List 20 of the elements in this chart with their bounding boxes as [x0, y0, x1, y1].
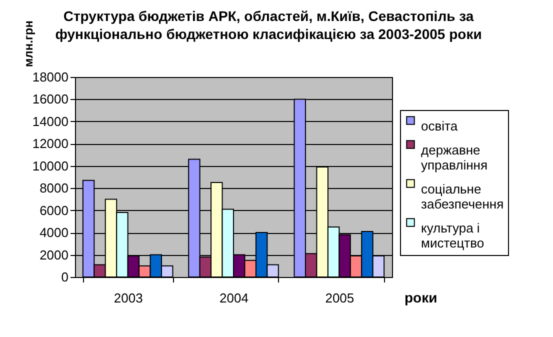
x-tick-label: 2005: [325, 290, 354, 306]
y-axis-title: млн.грн: [22, 20, 36, 68]
x-tick-label: 2003: [114, 290, 143, 306]
legend-label: освіта: [421, 118, 458, 134]
chart-title: Структура бюджетів АРК, областей, м.Київ, Севастопіль за функціонально бюджетною класифікацією за 2003-2005 роки: [55, 8, 482, 42]
legend-label: державне управління: [421, 142, 488, 172]
y-tick-label: 12000: [32, 136, 68, 152]
y-tick-label: 6000: [40, 202, 68, 218]
y-tick-label: 18000: [32, 70, 68, 84]
x-tick-label: 2004: [220, 290, 248, 306]
y-tick-label: 10000: [32, 158, 68, 174]
y-tick-label: 16000: [32, 92, 68, 107]
y-tick-label: 4000: [40, 225, 68, 240]
legend-label: соціальне забезпечення: [421, 182, 504, 212]
y-tick-label: 2000: [40, 247, 68, 262]
legend-label: культура і мистецтво: [421, 220, 484, 250]
y-tick-label: 14000: [32, 114, 68, 129]
x-axis-title: роки: [404, 290, 438, 306]
y-tick-label: 0: [61, 270, 68, 284]
y-tick-label: 8000: [40, 180, 68, 196]
